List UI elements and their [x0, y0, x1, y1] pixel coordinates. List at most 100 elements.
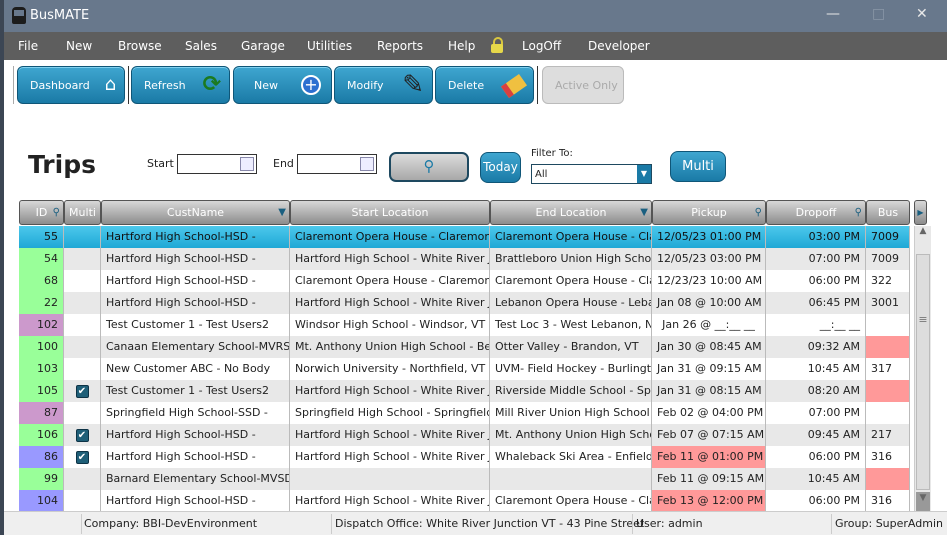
cell-end-location: Otter Valley - Brandon, VT: [490, 336, 652, 358]
table-row[interactable]: 86 ✔ Hartford High School-HSD - Hartford Hi…: [19, 446, 910, 468]
trips-grid: ▲ ≡ ▼ ID ⚲ Multi CustName ▼ Start Location End…: [19, 200, 931, 511]
scroll-thumb[interactable]: ≡: [916, 254, 930, 490]
lock-icon: [491, 37, 503, 53]
cell-start-location: Norwich University - Northfield, VT: [290, 358, 490, 380]
menu-developer[interactable]: Developer: [588, 39, 650, 53]
cell-start-location: [290, 468, 490, 490]
dashboard-label: Dashboard: [30, 79, 90, 92]
modify-label: Modify: [347, 79, 384, 92]
table-row[interactable]: 100 Canaan Elementary School-MVRSD - Mt. A…: [19, 336, 910, 358]
cell-pickup: Jan 26 @ __:__ __: [652, 314, 766, 336]
table-row[interactable]: 102 Test Customer 1 - Test Users2 Windsor …: [19, 314, 910, 336]
filter-icon[interactable]: ▼: [640, 207, 648, 218]
today-button[interactable]: Today: [480, 152, 521, 183]
cell-custname: Hartford High School-HSD -: [101, 490, 290, 511]
menu-garage[interactable]: Garage: [241, 39, 285, 53]
column-header-id[interactable]: ID ⚲: [19, 200, 64, 225]
cell-multi: ✔: [64, 446, 101, 468]
close-button[interactable]: ✕: [916, 6, 928, 22]
modify-button[interactable]: Modify ✎: [334, 66, 433, 104]
cell-pickup: Jan 30 @ 08:45 AM: [652, 336, 766, 358]
table-row[interactable]: 22 Hartford High School-HSD - Hartford Hig…: [19, 292, 910, 314]
checkbox-checked-icon[interactable]: ✔: [75, 428, 89, 442]
table-row[interactable]: 87 Springfield High School-SSD - Springfie…: [19, 402, 910, 424]
cell-custname: Hartford High School-HSD -: [101, 424, 290, 446]
title-bar: BusMATE — □ ✕: [4, 0, 947, 32]
cell-multi: [64, 226, 101, 248]
search-button[interactable]: ⚲: [389, 152, 469, 182]
cell-custname: Hartford High School-HSD -: [101, 292, 290, 314]
scroll-down-icon[interactable]: ▼: [919, 493, 927, 503]
search-icon[interactable]: ⚲: [854, 207, 862, 218]
app-window: BusMATE — □ ✕ File New Browse Sales Gara…: [4, 0, 947, 535]
column-header-label: Dropoff: [795, 206, 837, 219]
refresh-button[interactable]: Refresh ⟳: [131, 66, 230, 104]
dashboard-button[interactable]: Dashboard ⌂: [17, 66, 125, 104]
filter-icon[interactable]: ▼: [278, 207, 286, 218]
cell-bus: [866, 468, 910, 490]
menu-browse[interactable]: Browse: [118, 39, 162, 53]
table-row[interactable]: 104 Hartford High School-HSD - Hartford Hi…: [19, 490, 910, 511]
scroll-track[interactable]: [916, 492, 930, 511]
cell-multi: ✔: [64, 380, 101, 402]
search-icon[interactable]: ⚲: [52, 207, 60, 218]
end-date-input[interactable]: [297, 154, 377, 174]
cell-id: 103: [19, 358, 64, 380]
cell-custname: Springfield High School-SSD -: [101, 402, 290, 424]
calendar-icon[interactable]: [240, 157, 254, 171]
cell-end-location: [490, 468, 652, 490]
menu-new[interactable]: New: [66, 39, 93, 53]
multi-button[interactable]: Multi: [670, 151, 726, 182]
cell-custname: Test Customer 1 - Test Users2: [101, 380, 290, 402]
cell-id: 99: [19, 468, 64, 490]
cell-id: 54: [19, 248, 64, 270]
table-row[interactable]: 55 Hartford High School-HSD - Claremont Op…: [19, 226, 910, 248]
checkbox-checked-icon[interactable]: ✔: [75, 450, 89, 464]
active-only-button[interactable]: Active Only: [542, 66, 624, 104]
bus-icon: [12, 7, 26, 24]
column-header-custname[interactable]: CustName ▼: [101, 200, 290, 225]
column-header-dropoff[interactable]: Dropoff ⚲: [766, 200, 866, 225]
start-date-input[interactable]: [177, 154, 257, 174]
delete-button[interactable]: Delete: [435, 66, 534, 104]
cell-id: 102: [19, 314, 64, 336]
menu-logoff[interactable]: LogOff: [522, 39, 562, 53]
cell-id: 87: [19, 402, 64, 424]
cell-start-location: Claremont Opera House - Claremont, N: [290, 270, 490, 292]
scroll-up-icon[interactable]: ▲: [919, 226, 927, 236]
cell-pickup: Jan 08 @ 10:00 AM: [652, 292, 766, 314]
menu-reports[interactable]: Reports: [377, 39, 424, 53]
table-row[interactable]: 68 Hartford High School-HSD - Claremont Op…: [19, 270, 910, 292]
scroll-right-icon[interactable]: ▶: [914, 200, 927, 225]
cell-multi: ✔: [64, 424, 101, 446]
column-header-end-location[interactable]: End Location ▼: [490, 200, 652, 225]
table-row[interactable]: 105 ✔ Test Customer 1 - Test Users2 Hartfor…: [19, 380, 910, 402]
vertical-scrollbar[interactable]: ▲ ≡ ▼: [914, 226, 931, 511]
search-icon[interactable]: ⚲: [754, 207, 762, 218]
cell-custname: Hartford High School-HSD -: [101, 248, 290, 270]
filter-select[interactable]: All ▼: [531, 164, 652, 184]
menu-file[interactable]: File: [18, 39, 39, 53]
column-header-bus[interactable]: Bus: [866, 200, 910, 225]
maximize-button[interactable]: □: [872, 6, 886, 22]
table-row[interactable]: 99 Barnard Elementary School-MVSD - Feb 11…: [19, 468, 910, 490]
table-row[interactable]: 54 Hartford High School-HSD - Hartford Hig…: [19, 248, 910, 270]
menu-help[interactable]: Help: [448, 39, 476, 53]
window-title: BusMATE: [30, 8, 90, 23]
cell-id: 106: [19, 424, 64, 446]
pencil-icon: ✎: [402, 70, 424, 100]
calendar-icon[interactable]: [360, 157, 374, 171]
cell-pickup: Jan 31 @ 09:15 AM: [652, 358, 766, 380]
minimize-button[interactable]: —: [826, 6, 840, 22]
column-header-multi[interactable]: Multi: [64, 200, 101, 225]
cell-end-location: Whaleback Ski Area - Enfield, N: [490, 446, 652, 468]
table-row[interactable]: 103 New Customer ABC - No Body Norwich Uni…: [19, 358, 910, 380]
checkbox-checked-icon[interactable]: ✔: [75, 384, 89, 398]
column-header-pickup[interactable]: Pickup ⚲: [652, 200, 766, 225]
column-header-start-location[interactable]: Start Location: [290, 200, 490, 225]
new-button[interactable]: New +: [233, 66, 332, 104]
cell-pickup: Feb 07 @ 07:15 AM: [652, 424, 766, 446]
menu-utilities[interactable]: Utilities: [307, 39, 353, 53]
menu-sales[interactable]: Sales: [185, 39, 217, 53]
table-row[interactable]: 106 ✔ Hartford High School-HSD - Hartford H…: [19, 424, 910, 446]
